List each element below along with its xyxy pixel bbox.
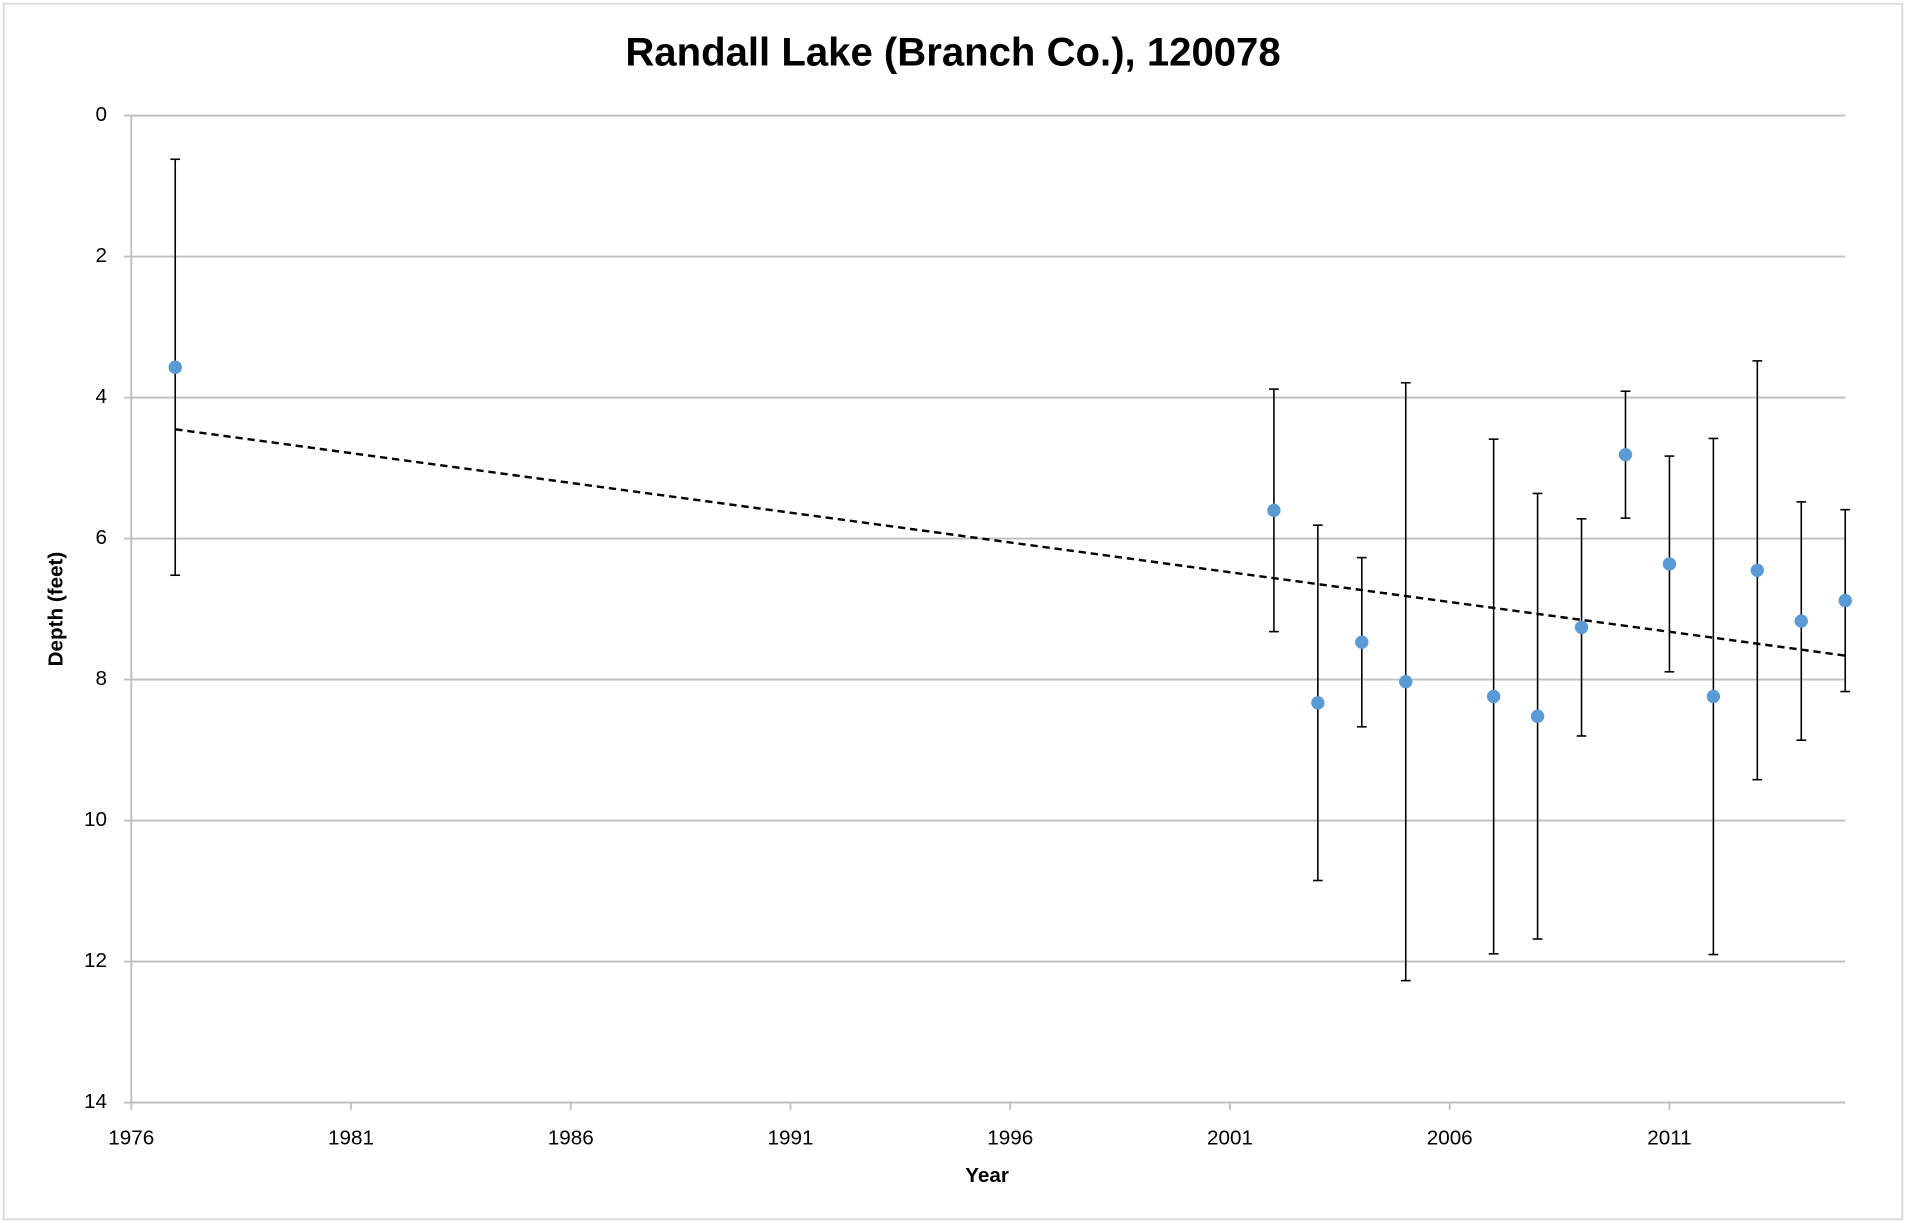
y-axis-title: Depth (feet)	[45, 552, 68, 667]
y-tick-label: 14	[84, 1090, 107, 1113]
chart-title: Randall Lake (Branch Co.), 120078	[625, 30, 1280, 74]
x-tick-label: 2006	[1427, 1127, 1473, 1150]
data-point	[1618, 447, 1633, 462]
data-point	[1530, 709, 1545, 723]
data-point	[168, 360, 182, 374]
trendline	[175, 428, 1846, 657]
data-point	[1794, 614, 1808, 628]
y-tick-label: 0	[95, 103, 106, 126]
data-point	[1838, 593, 1852, 608]
x-axis-title: Year	[965, 1164, 1009, 1187]
x-tick-label: 1976	[108, 1127, 154, 1150]
data-point	[1267, 503, 1281, 518]
y-tick-label: 4	[95, 385, 106, 408]
data-point	[1750, 563, 1765, 577]
x-tick-label: 1991	[768, 1127, 814, 1150]
data-point	[1486, 689, 1501, 704]
data-point	[1399, 675, 1413, 689]
x-tick-label: 1986	[548, 1127, 594, 1150]
data-point	[1355, 635, 1369, 649]
y-tick-label: 10	[84, 808, 107, 831]
x-tick-label: 1981	[328, 1127, 374, 1150]
y-tick-label: 6	[95, 526, 106, 549]
data-point	[1662, 557, 1677, 571]
x-tick-label: 2011	[1647, 1127, 1691, 1150]
data-point	[1706, 689, 1721, 704]
data-point	[1311, 696, 1325, 710]
y-tick-label: 12	[84, 949, 107, 972]
x-tick-label: 2001	[1207, 1127, 1253, 1150]
x-tick-label: 1996	[987, 1127, 1033, 1150]
y-tick-label: 2	[95, 244, 106, 267]
y-tick-label: 8	[95, 667, 106, 690]
data-point	[1574, 620, 1589, 635]
